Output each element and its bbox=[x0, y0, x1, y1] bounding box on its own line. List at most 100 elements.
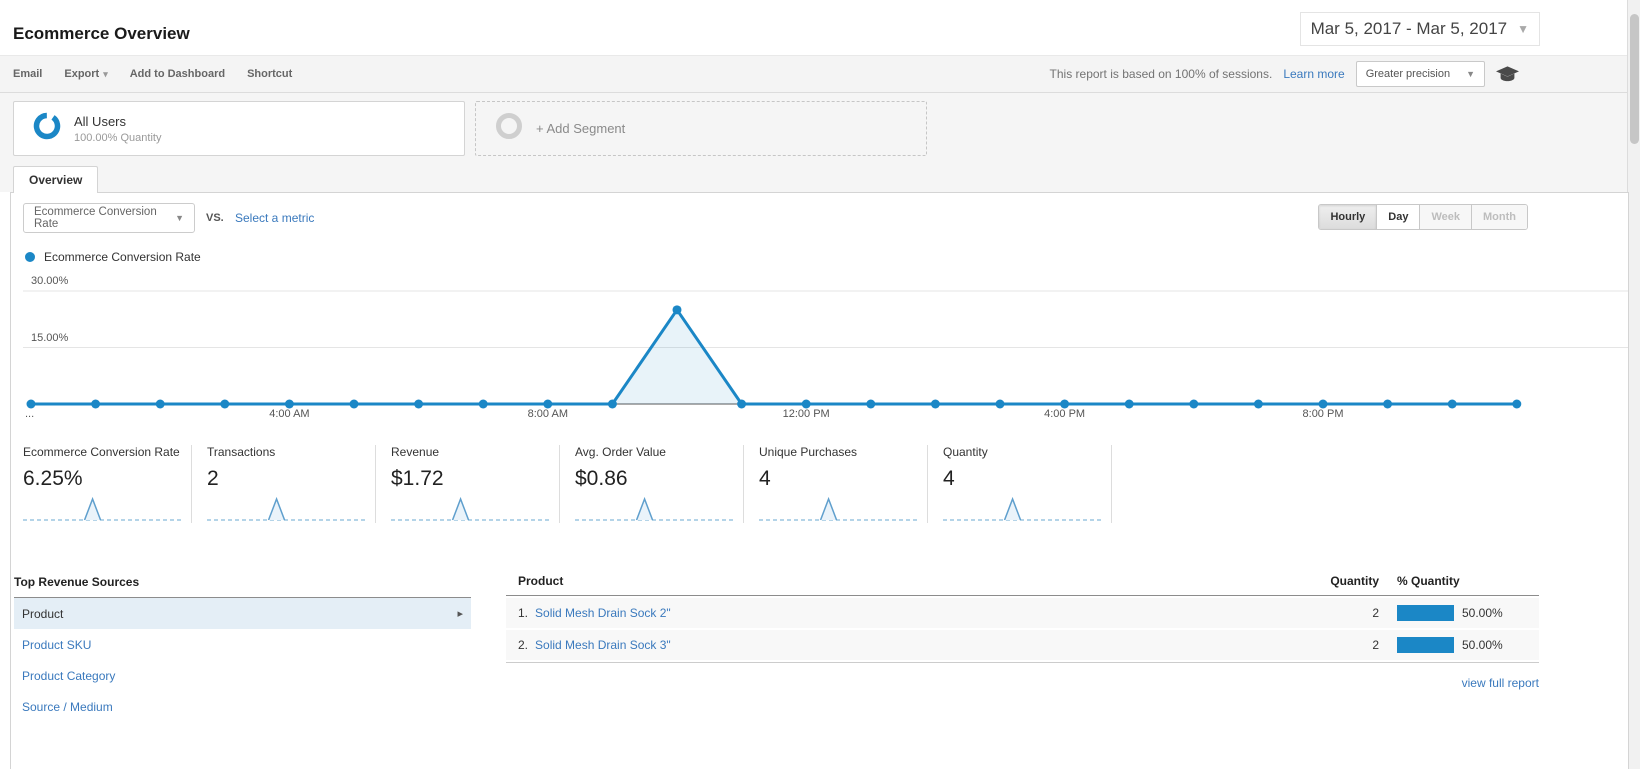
scorecard-transactions[interactable]: Transactions 2 bbox=[192, 445, 376, 523]
pct-bar bbox=[1397, 637, 1454, 653]
metric-selector-dropdown[interactable]: Ecommerce Conversion Rate ▼ bbox=[23, 203, 195, 233]
x-axis-tick: 12:00 PM bbox=[782, 408, 830, 420]
row-rank: 2. bbox=[518, 638, 529, 652]
x-axis-tick: 4:00 PM bbox=[1044, 408, 1086, 420]
scorecard-value: $1.72 bbox=[391, 467, 444, 490]
learn-more-link[interactable]: Learn more bbox=[1283, 67, 1345, 81]
data-point[interactable] bbox=[26, 399, 36, 409]
chevron-down-icon: ▼ bbox=[1517, 22, 1529, 36]
data-point[interactable] bbox=[543, 399, 553, 409]
data-point[interactable] bbox=[1124, 399, 1134, 409]
data-point[interactable] bbox=[607, 399, 617, 409]
data-point[interactable] bbox=[930, 399, 940, 409]
header-quantity: Quantity bbox=[1330, 573, 1379, 588]
pct-quantity-cell: 50.00% bbox=[1379, 605, 1539, 621]
graduation-cap-icon[interactable] bbox=[1496, 65, 1519, 83]
add-segment-label: + Add Segment bbox=[536, 121, 626, 136]
scrollbar-thumb[interactable] bbox=[1630, 14, 1639, 144]
source-item-source-medium[interactable]: Source / Medium bbox=[14, 691, 471, 722]
product-link[interactable]: Solid Mesh Drain Sock 2" bbox=[535, 606, 671, 620]
view-full-report-link[interactable]: view full report bbox=[1461, 676, 1539, 690]
x-axis-tick: 8:00 PM bbox=[1302, 408, 1344, 420]
quantity-cell: 2 bbox=[1372, 638, 1379, 652]
tab-overview[interactable]: Overview bbox=[13, 166, 99, 193]
source-item-label: Product bbox=[22, 606, 64, 621]
data-point[interactable] bbox=[1253, 399, 1263, 409]
revenue-source-list: Product ▸ Product SKU Product Category Sourc… bbox=[14, 598, 471, 722]
source-item-product-sku[interactable]: Product SKU bbox=[14, 629, 471, 660]
source-item-label: Source / Medium bbox=[22, 699, 113, 714]
data-point[interactable] bbox=[284, 399, 294, 409]
data-point[interactable] bbox=[155, 399, 165, 409]
timeseries-chart[interactable]: 30.00% 15.00%... 4:00 AM 8:00 AM 12:00 PM 4:0… bbox=[23, 271, 1628, 431]
header-product: Product bbox=[518, 573, 564, 588]
data-point[interactable] bbox=[1447, 399, 1457, 409]
segment-name: All Users bbox=[74, 113, 127, 129]
chevron-down-icon: ▾ bbox=[103, 69, 108, 79]
scorecard-label: Avg. Order Value bbox=[575, 445, 666, 459]
table-row[interactable]: 2. Solid Mesh Drain Sock 3" 2 50.00% bbox=[506, 630, 1539, 660]
data-point[interactable] bbox=[349, 399, 359, 409]
source-item-product-category[interactable]: Product Category bbox=[14, 660, 471, 691]
granularity-month: Month bbox=[1471, 205, 1527, 229]
data-point[interactable] bbox=[672, 305, 682, 315]
toolbar-action-email[interactable]: Email bbox=[13, 68, 43, 80]
product-cell: 1. Solid Mesh Drain Sock 2" bbox=[506, 606, 1319, 620]
toolbar-actions: Email Export ▾ Add to Dashboard Shortcut bbox=[13, 56, 292, 92]
select-metric-link[interactable]: Select a metric bbox=[235, 211, 315, 225]
sparkline bbox=[759, 496, 919, 521]
sparkline bbox=[575, 496, 735, 521]
x-axis-tick: ... bbox=[25, 408, 35, 420]
scorecard-avg-order-value[interactable]: Avg. Order Value $0.86 bbox=[560, 445, 744, 523]
toolbar-action-export[interactable]: Export ▾ bbox=[64, 68, 108, 80]
granularity-day[interactable]: Day bbox=[1376, 205, 1420, 229]
sparkline bbox=[943, 496, 1103, 521]
granularity-button-group: Hourly Day Week Month bbox=[1318, 204, 1528, 230]
sparkline bbox=[207, 496, 367, 521]
y-axis-tick: 15.00% bbox=[31, 331, 69, 344]
data-point[interactable] bbox=[220, 399, 230, 409]
sampling-note: This report is based on 100% of sessions… bbox=[1049, 67, 1273, 81]
granularity-hourly[interactable]: Hourly bbox=[1319, 205, 1377, 229]
scorecard-revenue[interactable]: Revenue $1.72 bbox=[376, 445, 560, 523]
data-point[interactable] bbox=[995, 399, 1005, 409]
scorecard-unique-purchases[interactable]: Unique Purchases 4 bbox=[744, 445, 928, 523]
data-point[interactable] bbox=[1512, 399, 1522, 409]
segment-all-users[interactable]: All Users 100.00% Quantity bbox=[13, 101, 465, 156]
scorecard-value: 4 bbox=[943, 467, 955, 490]
data-point[interactable] bbox=[737, 399, 747, 409]
data-point[interactable] bbox=[866, 399, 876, 409]
table-row[interactable]: 1. Solid Mesh Drain Sock 2" 2 50.00% bbox=[506, 598, 1539, 628]
scorecard-ecommerce-conversion-rate[interactable]: Ecommerce Conversion Rate 6.25% bbox=[23, 445, 192, 523]
add-segment-button[interactable]: + Add Segment bbox=[475, 101, 927, 156]
scorecard-value: 2 bbox=[207, 467, 219, 490]
precision-selector[interactable]: Greater precision ▼ bbox=[1355, 61, 1485, 87]
chevron-down-icon: ▼ bbox=[175, 213, 184, 223]
y-axis-tick: 30.00% bbox=[31, 275, 69, 287]
pct-label: 50.00% bbox=[1462, 638, 1503, 652]
data-point[interactable] bbox=[478, 399, 488, 409]
page-title: Ecommerce Overview bbox=[13, 24, 190, 43]
source-item-product[interactable]: Product ▸ bbox=[14, 598, 471, 629]
scorecard-label: Revenue bbox=[391, 445, 440, 459]
date-range-picker[interactable]: Mar 5, 2017 - Mar 5, 2017 ▼ bbox=[1299, 12, 1540, 46]
toolbar-action-shortcut[interactable]: Shortcut bbox=[247, 68, 293, 80]
data-point[interactable] bbox=[1383, 399, 1393, 409]
date-range-label: Mar 5, 2017 - Mar 5, 2017 bbox=[1310, 19, 1508, 38]
scorecard-value: $0.86 bbox=[575, 467, 628, 490]
granularity-week: Week bbox=[1419, 205, 1472, 229]
header-pct-quantity: % Quantity bbox=[1397, 573, 1460, 588]
data-point[interactable] bbox=[1189, 399, 1199, 409]
data-point[interactable] bbox=[1060, 399, 1070, 409]
scorecard-quantity[interactable]: Quantity 4 bbox=[928, 445, 1112, 523]
toolbar-action-add-to-dashboard[interactable]: Add to Dashboard bbox=[129, 68, 226, 80]
product-link[interactable]: Solid Mesh Drain Sock 3" bbox=[535, 638, 671, 652]
sparkline bbox=[391, 496, 551, 521]
data-point[interactable] bbox=[801, 399, 811, 409]
source-item-label: Product Category bbox=[22, 668, 116, 683]
data-point[interactable] bbox=[91, 399, 101, 409]
data-point[interactable] bbox=[414, 399, 424, 409]
data-point[interactable] bbox=[1318, 399, 1328, 409]
top-revenue-sources: Top Revenue Sources Product ▸ Product SKU P… bbox=[14, 566, 471, 722]
quantity-cell: 2 bbox=[1372, 606, 1379, 620]
